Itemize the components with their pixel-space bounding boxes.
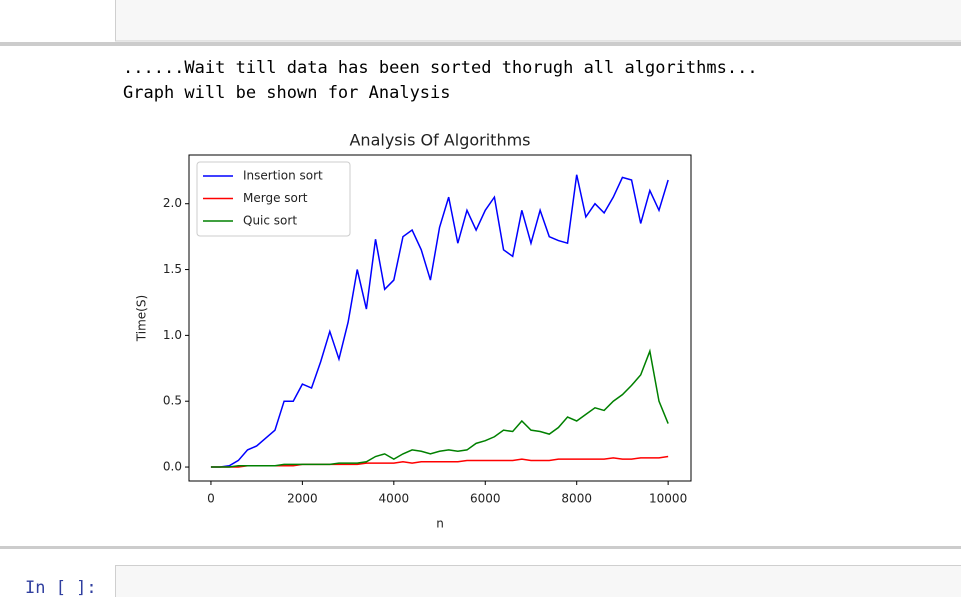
input-prompt: In [ ]: <box>25 578 97 597</box>
output-line: Graph will be shown for Analysis <box>123 83 451 103</box>
cell-separator <box>0 42 961 46</box>
x-tick-label: 0 <box>207 492 215 506</box>
input-cell[interactable] <box>116 566 961 598</box>
y-tick-label: 2.0 <box>163 196 182 210</box>
y-tick-label: 0.5 <box>163 394 182 408</box>
y-tick-label: 1.0 <box>163 328 182 342</box>
legend-label: Quic sort <box>243 214 297 228</box>
y-tick-label: 1.5 <box>163 262 182 276</box>
x-tick-label: 4000 <box>379 492 410 506</box>
legend-label: Merge sort <box>243 191 308 205</box>
x-tick-label: 6000 <box>470 492 501 506</box>
x-tick-label: 10000 <box>649 492 687 506</box>
y-tick-label: 0.0 <box>163 460 182 474</box>
series-line <box>211 351 668 467</box>
input-cell[interactable] <box>116 0 961 41</box>
x-tick-label: 2000 <box>287 492 318 506</box>
chart-title: Analysis Of Algorithms <box>349 131 530 150</box>
legend-label: Insertion sort <box>243 169 323 183</box>
y-axis-label: Time(S) <box>135 295 149 342</box>
output-line: ......Wait till data has been sorted tho… <box>123 58 758 78</box>
cell-separator <box>0 546 961 549</box>
x-axis-label: n <box>436 517 444 531</box>
x-tick-label: 8000 <box>561 492 592 506</box>
